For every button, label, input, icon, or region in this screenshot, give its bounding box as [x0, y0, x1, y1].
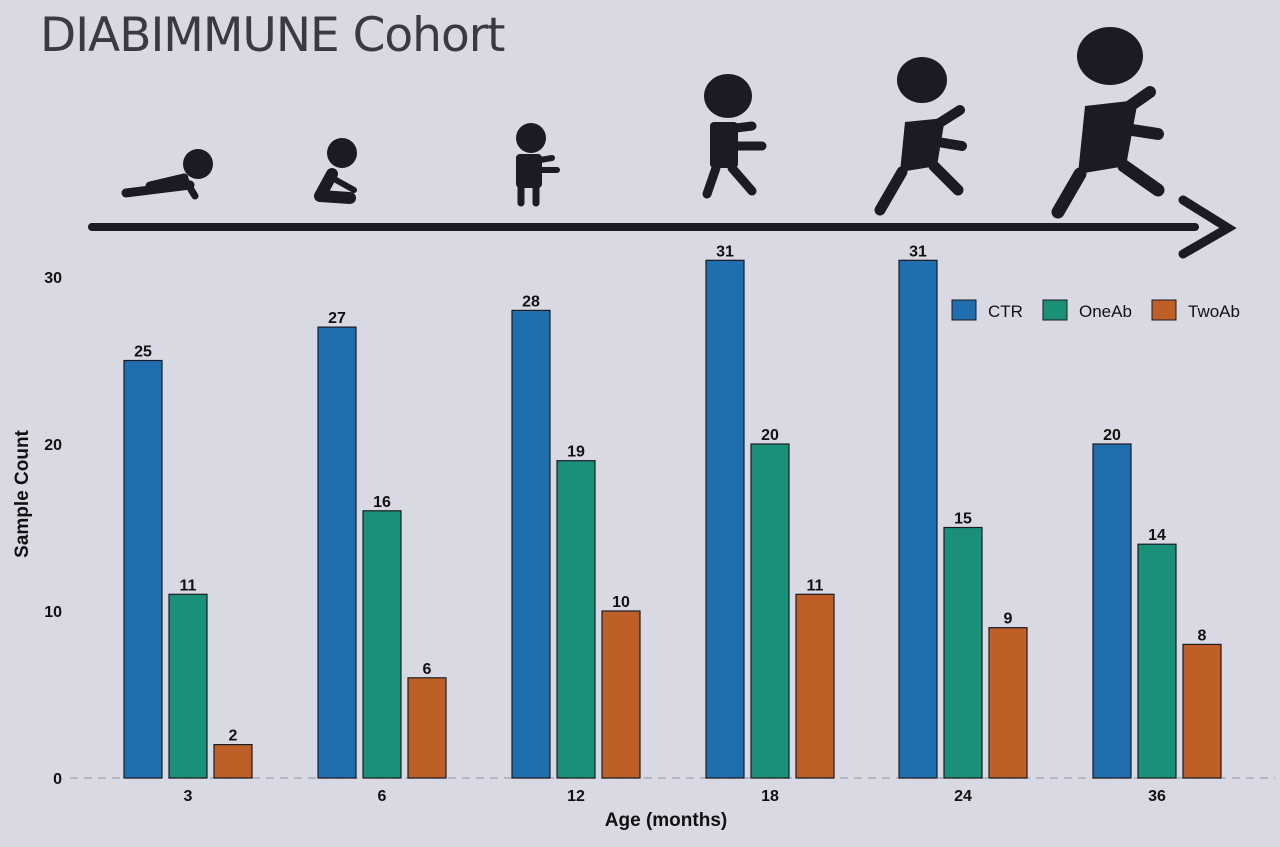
y-tick-label: 30	[44, 270, 62, 287]
bar-ctr	[1092, 443, 1132, 779]
bar-ctr	[705, 259, 745, 779]
bar-ctr	[898, 259, 938, 779]
bar-oneab	[750, 443, 790, 779]
data-label: 16	[373, 494, 391, 511]
bar-oneab	[1137, 543, 1177, 779]
bars	[123, 259, 1222, 779]
bar-twoab	[601, 610, 641, 779]
bar-twoab	[795, 593, 835, 779]
data-label: 19	[567, 444, 585, 461]
running-child-icon	[874, 57, 967, 216]
page-title: DIABIMMUNE Cohort	[40, 8, 505, 63]
x-tick-label: 18	[761, 788, 779, 805]
data-label: 9	[1004, 611, 1013, 628]
data-label: 14	[1148, 527, 1166, 544]
bar-ctr	[317, 326, 357, 779]
bar-ctr	[123, 359, 163, 779]
timeline-arrow	[88, 195, 1237, 259]
y-tick-label: 10	[44, 604, 62, 621]
legend-label-oneab: OneAb	[1079, 302, 1132, 321]
bar-oneab	[556, 460, 596, 779]
sitting-baby-icon	[314, 138, 357, 204]
x-axis: 3 6 12 18 24 36	[184, 788, 1166, 805]
crawling-baby-icon	[121, 149, 213, 200]
walking-toddler-icon	[702, 74, 767, 199]
x-axis-label: Age (months)	[605, 810, 727, 831]
data-label: 25	[134, 344, 152, 361]
legend-swatch-twoab	[1151, 299, 1177, 321]
bar-twoab	[213, 743, 253, 779]
legend-label-ctr: CTR	[988, 302, 1023, 321]
legend-swatch-oneab	[1042, 299, 1068, 321]
y-axis: 0 10 20 30	[44, 270, 62, 788]
x-tick-label: 24	[954, 788, 972, 805]
data-label: 27	[328, 310, 346, 327]
data-label: 2	[229, 728, 238, 745]
data-label: 6	[423, 661, 432, 678]
bar-twoab	[407, 677, 447, 779]
data-label: 15	[954, 511, 972, 528]
x-tick-label: 6	[378, 788, 387, 805]
data-label: 11	[180, 577, 197, 594]
bar-ctr	[511, 309, 551, 779]
data-label: 20	[761, 427, 779, 444]
bar-oneab	[168, 593, 208, 779]
legend: CTR OneAb TwoAb	[951, 299, 1240, 321]
legend-label-twoab: TwoAb	[1188, 302, 1240, 321]
data-label: 8	[1198, 627, 1207, 644]
data-labels: 25 27 28 31 31 20 11 16 19 20 15 14 2 6 10 11 9 8	[134, 243, 1206, 744]
data-label: 11	[807, 577, 824, 594]
x-tick-label: 12	[567, 788, 585, 805]
bar-oneab	[943, 526, 983, 779]
data-label: 20	[1103, 427, 1121, 444]
y-tick-label: 0	[53, 771, 62, 788]
bar-oneab	[362, 510, 402, 779]
bar-twoab	[1182, 643, 1222, 779]
data-label: 28	[522, 293, 540, 310]
legend-swatch-ctr	[951, 299, 977, 321]
y-tick-label: 20	[44, 437, 62, 454]
standing-toddler-icon	[516, 123, 560, 207]
data-label: 31	[909, 243, 927, 260]
x-tick-label: 3	[184, 788, 193, 805]
running-child-large-icon	[1051, 27, 1165, 219]
data-label: 31	[716, 243, 734, 260]
data-label: 10	[612, 594, 630, 611]
x-tick-label: 36	[1148, 788, 1166, 805]
y-axis-label: Sample Count	[12, 429, 33, 557]
bar-twoab	[988, 627, 1028, 779]
